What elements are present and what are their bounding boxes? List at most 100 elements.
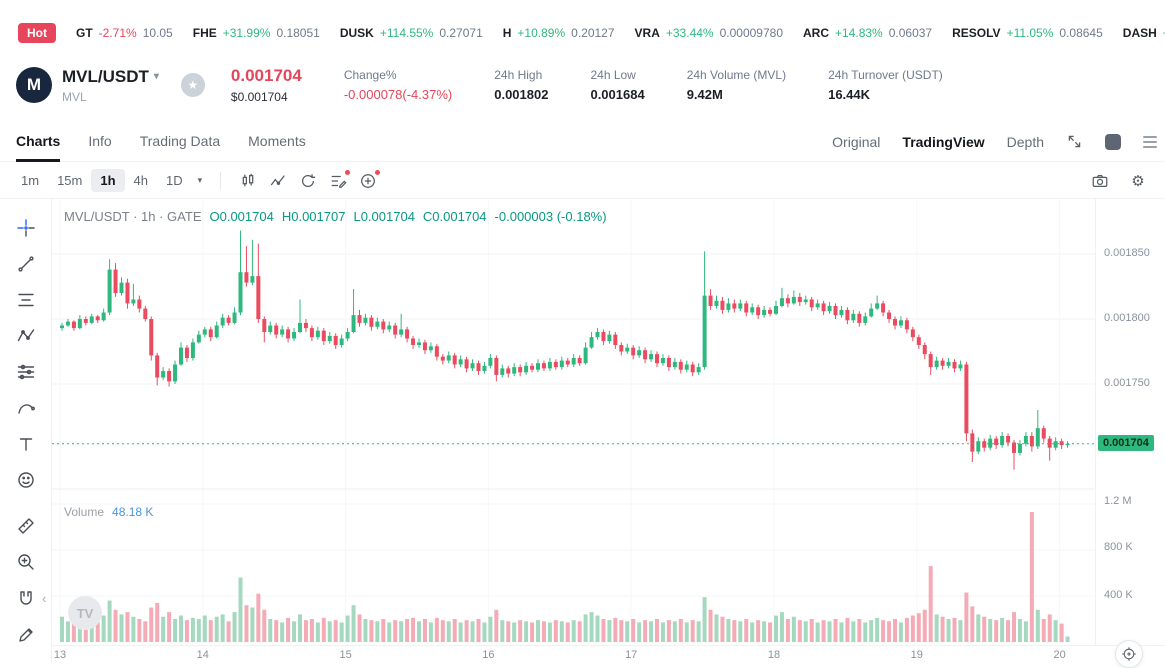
ticker-symbol: GT xyxy=(76,26,93,40)
stat-label: 24h High xyxy=(494,68,548,82)
last-price: 0.001704 xyxy=(231,66,302,86)
ruler-icon xyxy=(16,516,36,536)
base-symbol: MVL xyxy=(62,90,159,104)
price-tick: 0.001800 xyxy=(1104,312,1150,324)
candlestick-chart[interactable]: MVL/USDT · 1h · GATE O0.001704 H0.001707… xyxy=(52,199,1095,662)
text-tool-button[interactable] xyxy=(11,429,41,459)
magnet-tool-button[interactable] xyxy=(11,584,41,614)
ticker-change: -2.71% xyxy=(99,26,137,40)
hot-badge: Hot xyxy=(18,23,56,43)
interval-1h[interactable]: 1h xyxy=(91,169,124,192)
time-tick: 15 xyxy=(339,649,351,661)
interval-dropdown-icon[interactable]: ▾ xyxy=(192,175,209,186)
ticker-item[interactable]: GT -2.71% 10.05 xyxy=(76,26,173,40)
ticker-change: +33.44% xyxy=(666,26,714,40)
crosshair-icon xyxy=(16,218,36,238)
candle-style-icon[interactable] xyxy=(233,167,263,195)
view-original[interactable]: Original xyxy=(832,134,880,150)
coin-logo: M xyxy=(16,67,52,103)
plus-circle-icon[interactable] xyxy=(353,167,383,195)
ticker-item[interactable]: DASH +2.44% 81.64 xyxy=(1123,26,1165,40)
section-tabs: Charts Info Trading Data Moments Origina… xyxy=(0,122,1165,162)
gear-icon[interactable]: ⚙ xyxy=(1123,167,1153,195)
camera-icon[interactable] xyxy=(1085,167,1115,195)
tab-info[interactable]: Info xyxy=(88,122,111,162)
favorite-star-icon[interactable]: ★ xyxy=(181,73,205,97)
fib-retracement-tool-button[interactable] xyxy=(11,285,41,315)
ticker-price: 0.27071 xyxy=(439,26,482,40)
chart-toolbar: 1m 15m 1h 4h 1D ▾ ⚙ xyxy=(0,163,1165,199)
legend-title: MVL/USDT · 1h · GATE xyxy=(64,209,202,224)
sliders-icon xyxy=(16,362,36,382)
stat-label: 24h Volume (MVL) xyxy=(687,68,786,82)
target-icon xyxy=(1121,646,1137,662)
ticker-change: +114.55% xyxy=(380,26,434,40)
time-tick: 17 xyxy=(625,649,637,661)
pattern-tool-button[interactable] xyxy=(11,321,41,351)
interval-4h[interactable]: 4h xyxy=(125,169,157,192)
chart-region: MVL/USDT · 1h · GATE O0.001704 H0.001707… xyxy=(0,199,1165,662)
refresh-icon[interactable] xyxy=(293,167,323,195)
crosshair-tool-button[interactable] xyxy=(11,213,41,243)
interval-1m[interactable]: 1m xyxy=(12,169,48,192)
brush-tool-button[interactable] xyxy=(11,393,41,423)
tab-moments[interactable]: Moments xyxy=(248,122,306,162)
ticker-symbol: RESOLV xyxy=(952,26,1000,40)
collapse-panel-handle[interactable]: ‹ xyxy=(42,591,46,606)
ticker-item[interactable]: ARC +14.83% 0.06037 xyxy=(803,26,932,40)
time-tick: 20 xyxy=(1053,649,1065,661)
tab-charts[interactable]: Charts xyxy=(16,122,60,162)
ticker-symbol: H xyxy=(503,26,512,40)
interval-15m[interactable]: 15m xyxy=(48,169,91,192)
ticker-item[interactable]: VRA +33.44% 0.00009780 xyxy=(635,26,783,40)
emoji-icon xyxy=(16,470,36,490)
pair-selector[interactable]: MVL/USDT ▾ xyxy=(62,67,159,87)
volume-legend: Volume 48.18 K xyxy=(64,505,153,519)
zoom-tool-button[interactable] xyxy=(11,547,41,577)
tab-trading-data[interactable]: Trading Data xyxy=(140,122,220,162)
ticker-price: 0.08645 xyxy=(1059,26,1102,40)
ticker-change: +10.89% xyxy=(517,26,565,40)
stat-value: 16.44K xyxy=(828,87,943,102)
fullscreen-icon[interactable] xyxy=(1066,133,1083,150)
ticker-change: +31.99% xyxy=(223,26,271,40)
ruler-tool-button[interactable] xyxy=(11,511,41,541)
pair-title: MVL/USDT xyxy=(62,67,149,87)
menu-lines-icon[interactable] xyxy=(1143,136,1157,148)
ticker-item[interactable]: DUSK +114.55% 0.27071 xyxy=(340,26,483,40)
volume-tick: 800 K xyxy=(1104,541,1133,553)
ticker-change: +11.05% xyxy=(1007,26,1054,40)
volume-value: 48.18 K xyxy=(112,505,153,519)
edit-list-icon[interactable] xyxy=(323,167,353,195)
stat-label: 24h Low xyxy=(590,68,644,82)
interval-1d[interactable]: 1D xyxy=(157,169,192,192)
position-tool-button[interactable] xyxy=(11,357,41,387)
locate-target-button[interactable] xyxy=(1115,640,1143,668)
ticker-price: 0.00009780 xyxy=(720,26,783,40)
ticker-symbol: FHE xyxy=(193,26,217,40)
edit-tool-button[interactable] xyxy=(11,620,41,650)
pencil-icon xyxy=(16,625,36,645)
time-tick: 18 xyxy=(768,649,780,661)
stat-value: -0.000078(-4.37%) xyxy=(344,87,452,102)
price-axis[interactable]: 0.001850 0.001800 0.001750 0.001704 1.2 … xyxy=(1095,199,1165,645)
view-tradingview[interactable]: TradingView xyxy=(902,134,984,150)
time-tick: 19 xyxy=(911,649,923,661)
indicators-icon[interactable] xyxy=(263,167,293,195)
trend-line-tool-button[interactable] xyxy=(11,249,41,279)
ticker-item[interactable]: FHE +31.99% 0.18051 xyxy=(193,26,320,40)
text-icon xyxy=(16,434,36,454)
emoji-tool-button[interactable] xyxy=(11,465,41,495)
price-tick: 0.001750 xyxy=(1104,377,1150,389)
price-tick: 0.001850 xyxy=(1104,247,1150,259)
ticker-price: 0.18051 xyxy=(276,26,319,40)
ticker-item[interactable]: H +10.89% 0.20127 xyxy=(503,26,615,40)
ticker-symbol: ARC xyxy=(803,26,829,40)
hot-ticker-bar: Hot GT -2.71% 10.05 FHE +31.99% 0.18051 … xyxy=(0,20,1165,46)
pair-header: M MVL/USDT ▾ MVL ★ 0.001704 $0.001704 Ch… xyxy=(0,50,1165,120)
ticker-symbol: DASH xyxy=(1123,26,1157,40)
panel-toggle-icon[interactable] xyxy=(1105,134,1121,150)
ticker-item[interactable]: RESOLV +11.05% 0.08645 xyxy=(952,26,1103,40)
view-depth[interactable]: Depth xyxy=(1007,134,1044,150)
